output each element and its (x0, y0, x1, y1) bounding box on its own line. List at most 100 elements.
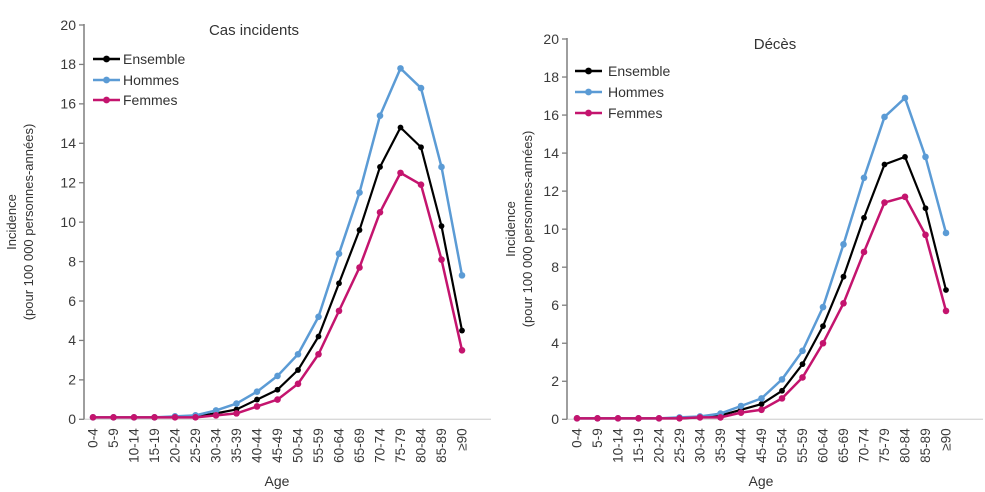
chart-title: Décès (754, 36, 797, 53)
x-tick-label: 5-9 (106, 428, 121, 448)
y-tick-label: 6 (551, 297, 559, 313)
data-point (860, 174, 868, 182)
series-line-hommes (91, 67, 464, 419)
x-tick-label: 35-39 (229, 428, 244, 463)
y-tick-label: 18 (543, 69, 559, 85)
y-tick-label: 2 (68, 372, 76, 388)
data-point (696, 414, 704, 421)
data-point (438, 163, 445, 171)
legend-marker-hommes (585, 88, 592, 96)
x-tick-label: 20-24 (652, 428, 667, 463)
legend: Ensemble Hommes Femmes (93, 51, 185, 108)
y-tick-label: 10 (60, 214, 76, 230)
y-tick-label: 12 (543, 183, 559, 199)
x-tick-label: 0-4 (86, 428, 101, 448)
data-point (778, 376, 786, 383)
y-axis-title-line2: (pour 100 000 personnes-années) (520, 131, 535, 328)
data-point (356, 227, 363, 233)
data-point (573, 415, 581, 422)
x-tick-label: 80-84 (414, 428, 429, 463)
data-point (840, 273, 847, 280)
x-tick-label: 70-74 (373, 428, 388, 463)
x-tick-label: ≥90 (455, 428, 470, 450)
legend-marker-femmes (585, 109, 592, 117)
legend-label-ensemble: Ensemble (608, 63, 670, 79)
legend-label-femmes: Femmes (123, 92, 177, 108)
data-point (901, 94, 909, 102)
data-point (737, 409, 745, 416)
x-tick-label: 50-54 (291, 428, 306, 463)
data-point (594, 415, 601, 422)
x-tick-label: 65-69 (352, 428, 367, 463)
plot-area: 0 2 4 6 8 10 12 14 16 18 20 0-4 5-9 10-14 15-19 20-24 25… (60, 17, 491, 463)
x-tick-label: 15-19 (631, 428, 646, 463)
data-point (253, 403, 261, 410)
data-point (274, 396, 281, 403)
x-tick-label: 10-14 (611, 428, 626, 463)
data-point (901, 193, 909, 201)
data-point (315, 333, 322, 340)
legend-marker-ensemble (585, 67, 592, 75)
x-tick-label: 55-59 (795, 428, 810, 463)
data-point (758, 395, 765, 402)
y-axis-title-line1: Incidence (4, 194, 19, 250)
data-point (397, 124, 404, 131)
chart-svg-deces: Décès Incidence (pour 100 000 personnes-… (503, 31, 983, 489)
data-point (881, 199, 888, 206)
data-point (274, 386, 281, 393)
y-axis-title-line2: (pour 100 000 personnes-années) (21, 124, 36, 321)
data-point (881, 113, 888, 121)
data-point (840, 300, 847, 307)
data-point (233, 410, 240, 417)
x-axis-title: Age (265, 473, 290, 489)
data-point (233, 400, 240, 407)
legend-item: Femmes (93, 92, 177, 108)
series-line-femmes (575, 195, 948, 420)
data-point (212, 407, 220, 414)
data-point (458, 346, 466, 354)
data-point (840, 241, 847, 248)
x-tick-label: 60-64 (332, 428, 347, 463)
data-point (171, 414, 179, 421)
data-point (779, 387, 785, 394)
x-tick-label: 35-39 (713, 428, 728, 463)
data-point (151, 414, 158, 421)
x-tick-label: 65-69 (836, 428, 851, 463)
series-line-hommes (575, 96, 948, 420)
x-tick-label: 75-79 (877, 428, 892, 463)
series-line-femmes (91, 171, 464, 419)
y-tick-label: 10 (543, 221, 559, 237)
x-tick-label: 25-29 (188, 428, 203, 463)
data-point (212, 412, 220, 419)
x-tick-label: 75-79 (393, 428, 408, 463)
data-point (89, 414, 97, 421)
data-point (902, 153, 908, 160)
chart-svg-cas-incidents: Cas incidents Incidence (pour 100 000 pe… (4, 17, 491, 489)
x-tick-label: 85-89 (918, 428, 933, 463)
data-point (294, 380, 302, 388)
data-point (655, 415, 663, 422)
data-point (438, 223, 445, 229)
data-point (758, 401, 765, 407)
data-point (376, 208, 384, 216)
x-tick-label: ≥90 (939, 428, 954, 450)
data-point (376, 112, 384, 119)
data-point (356, 264, 363, 271)
data-point (417, 181, 425, 188)
data-point (294, 350, 302, 358)
y-axis-title-line1: Incidence (503, 201, 518, 257)
legend-label-hommes: Hommes (608, 84, 664, 100)
x-tick-label: 85-89 (434, 428, 449, 463)
y-tick-label: 2 (551, 373, 559, 389)
y-tick-label: 20 (60, 17, 76, 33)
data-point (942, 229, 950, 237)
data-point (614, 415, 622, 422)
data-point (335, 307, 343, 315)
plot-area: 0 2 4 6 8 10 12 14 16 18 20 0-4 5-9 10-14 15-19 20-24 25… (543, 31, 983, 463)
data-point (860, 248, 868, 256)
y-tick-label: 8 (551, 259, 559, 275)
legend-marker-hommes (103, 76, 110, 84)
legend-label-hommes: Hommes (123, 72, 179, 88)
data-point (130, 414, 138, 421)
